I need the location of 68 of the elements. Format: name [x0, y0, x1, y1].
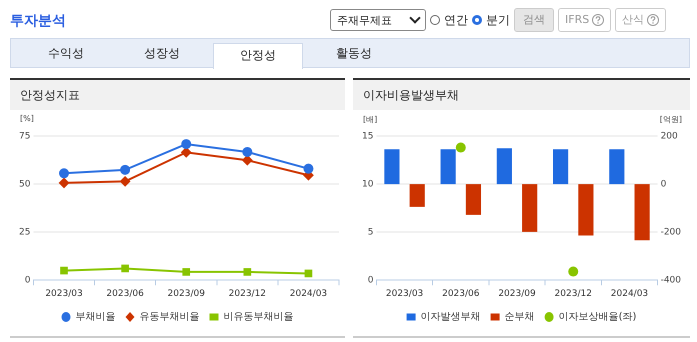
text: 활동성 [335, 45, 373, 62]
x-tick-label: 2023/06 [106, 288, 144, 299]
y2-tick-label: -400 [660, 276, 682, 286]
x-tick-label: 2023/03 [45, 288, 83, 299]
x-tick-label: 2024/03 [290, 288, 328, 299]
bar [552, 149, 568, 184]
x-tick-label: 2023/12 [228, 288, 266, 299]
bar [440, 149, 456, 184]
y2-tick-label: 200 [660, 131, 678, 142]
legend-label: 순부채 [504, 312, 535, 323]
y-tick-label: 0 [368, 276, 374, 286]
legend-label: 유동부채비율 [140, 312, 200, 323]
text: 분기 [486, 12, 510, 28]
point [244, 268, 252, 276]
y-tick-label: 50 [19, 179, 31, 190]
point [182, 268, 190, 276]
legend-label: 이자발생부채 [420, 312, 481, 323]
bar [634, 184, 650, 240]
point [242, 146, 252, 157]
bar [609, 149, 624, 184]
point [60, 266, 68, 274]
y-axis-title: [%] [20, 114, 34, 123]
point [120, 176, 130, 186]
text: 투자분석 [10, 12, 66, 30]
x-tick-label: 2023/09 [498, 288, 536, 299]
y-tick-label: 10 [362, 179, 374, 190]
text: IFRS [565, 12, 590, 28]
point [120, 164, 130, 175]
point [181, 139, 192, 150]
x-tick-label: 2023/03 [386, 288, 424, 299]
point [304, 270, 312, 278]
text: 주재무제표 [337, 12, 392, 28]
y-tick-label: 15 [362, 131, 374, 142]
chart-title: 안정성지표 [10, 80, 345, 110]
text: 성장성 [143, 45, 181, 62]
text: 수익성 [47, 45, 85, 62]
x-tick-label: 2023/12 [554, 288, 592, 299]
y-axis-title: [배] [363, 114, 378, 125]
text: 산식 [622, 12, 644, 28]
y2-axis-title: [억원] [660, 114, 682, 125]
chart-title: 이자비용발생부채 [353, 80, 690, 110]
x-tick-label: 2024/03 [610, 288, 648, 299]
legend-label: 이자보상배율(좌) [558, 312, 636, 323]
y2-tick-label: 0 [660, 179, 667, 190]
text: 안정성 [213, 43, 303, 69]
x-tick-label: 2023/09 [168, 288, 206, 299]
point [59, 168, 70, 178]
y-tick-label: 0 [24, 276, 31, 286]
y2-tick-label: -200 [660, 227, 682, 238]
point [121, 264, 129, 272]
point [242, 155, 252, 166]
y-tick-label: 5 [368, 227, 374, 238]
bar [496, 148, 512, 184]
point [59, 178, 70, 188]
y-tick-label: 75 [19, 131, 30, 142]
point [303, 164, 314, 174]
x-tick-label: 2023/06 [442, 288, 480, 299]
point [181, 147, 192, 158]
text: 연간 [444, 12, 468, 28]
bar [578, 184, 594, 236]
legend-label: 부채비율 [76, 312, 116, 323]
bar [410, 184, 425, 207]
legend-label: 비유동부채비율 [224, 312, 294, 323]
bar [466, 184, 482, 215]
bar [522, 184, 538, 232]
text: 검색 [514, 8, 554, 32]
bar [384, 149, 400, 184]
y-tick-label: 25 [19, 227, 30, 238]
